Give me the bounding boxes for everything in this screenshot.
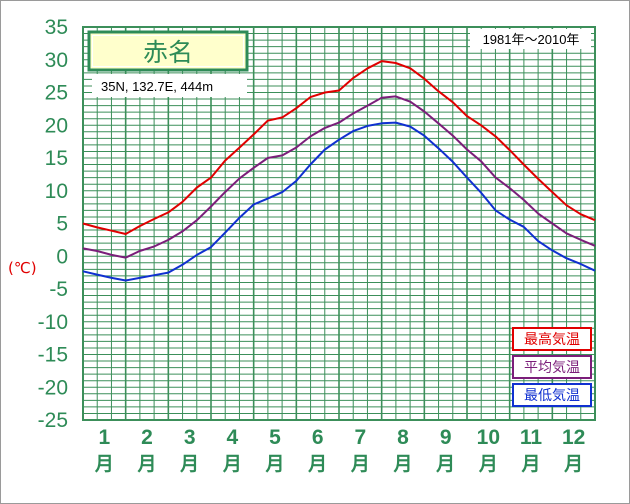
period-box: 1981年～2010年 — [470, 29, 591, 49]
x-tick-unit: 月 — [136, 453, 156, 475]
x-tick-unit: 月 — [563, 453, 583, 475]
x-tick-unit: 月 — [307, 453, 327, 475]
x-tick-label: 4 — [226, 426, 238, 449]
legend-box-max — [512, 327, 592, 351]
y-tick-label: 0 — [56, 245, 68, 268]
title-box-inner-line — [92, 35, 244, 67]
axes: 35 30 25 20 15 10 5 0 -5 -10 -15 -20 -25 1 月 2 月 3 月 4 月 5 月 6 月… — [38, 16, 586, 475]
legend-box-mean — [512, 355, 592, 379]
y-tick-label: 10 — [45, 180, 68, 203]
y-tick-label: -25 — [38, 409, 68, 432]
series — [82, 60, 596, 282]
y-axis-label: (℃) — [8, 259, 37, 277]
x-tick-unit: 月 — [179, 453, 199, 475]
y-tick-label: 20 — [45, 114, 68, 137]
x-tick-unit: 月 — [222, 453, 242, 475]
y-tick-label: 35 — [45, 16, 68, 39]
x-tick-unit: 月 — [264, 453, 284, 475]
x-tick-label: 5 — [269, 426, 281, 449]
x-tick-label: 12 — [562, 426, 585, 449]
y-tick-label: 5 — [56, 213, 68, 236]
y-tick-label: -20 — [38, 376, 68, 399]
station-info-text: 35N, 132.7E, 444m — [101, 79, 213, 94]
legend-box-min — [512, 383, 592, 407]
period-bg — [470, 29, 591, 49]
series-line-min — [82, 121, 596, 282]
series-line-max — [82, 60, 596, 235]
y-tick-label: 15 — [45, 147, 68, 170]
title-box: 赤名 — [87, 30, 249, 72]
y-tick-label: 30 — [45, 49, 68, 72]
x-tick-label: 11 — [520, 426, 543, 449]
y-tick-label: 25 — [45, 82, 68, 105]
station-info: 35N, 132.7E, 444m — [92, 74, 247, 97]
x-tick-label: 10 — [477, 426, 500, 449]
y-tick-label: -10 — [38, 311, 68, 334]
x-tick-label: 3 — [184, 426, 196, 449]
title-box-frame — [87, 30, 249, 72]
chart-title: 赤名 — [143, 38, 193, 67]
legend-label-max: 最高気温 — [524, 331, 580, 348]
x-tick-unit: 月 — [520, 453, 540, 475]
x-tick-unit: 月 — [350, 453, 370, 475]
x-tick-label: 9 — [440, 426, 452, 449]
x-tick-label: 8 — [397, 426, 409, 449]
x-tick-label: 1 — [98, 426, 110, 449]
x-tick-unit: 月 — [478, 453, 498, 475]
station-info-bg — [92, 74, 247, 97]
x-tick-unit: 月 — [392, 453, 412, 475]
x-tick-label: 7 — [354, 426, 366, 449]
period-text: 1981年～2010年 — [483, 32, 580, 47]
legend: 最高気温 平均気温 最低気温 — [512, 327, 592, 407]
legend-label-mean: 平均気温 — [524, 360, 580, 376]
legend-label-min: 最低気温 — [524, 388, 580, 404]
y-tick-label: -15 — [38, 344, 68, 367]
x-tick-unit: 月 — [94, 453, 114, 475]
x-tick-label: 6 — [312, 426, 324, 449]
y-tick-label: -5 — [49, 278, 68, 301]
x-tick-unit: 月 — [435, 453, 455, 475]
series-line-mean — [82, 95, 596, 259]
x-tick-label: 2 — [141, 426, 153, 449]
